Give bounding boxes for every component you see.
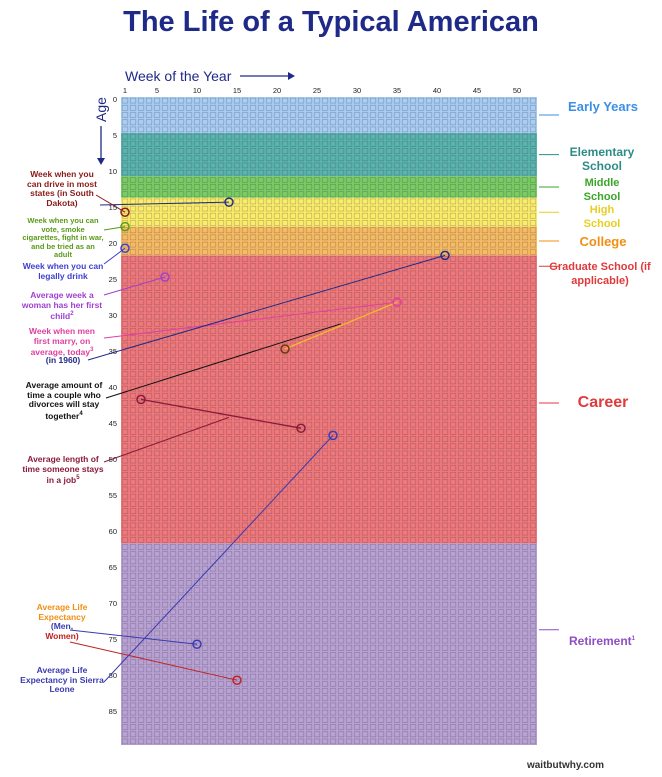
marker-average-length-of-time-someone-stays-in- xyxy=(136,394,146,405)
annotation-divorce-text: Average amount of time a couple who divo… xyxy=(25,380,103,421)
annotation-marry-text: Week when men first marry, on average, t… xyxy=(29,326,95,357)
y-tick-label: 20 xyxy=(109,239,117,248)
phase-label-career: Career xyxy=(577,394,629,411)
annotation-child: Average week a woman has her first child… xyxy=(20,290,104,321)
marker-average-amount-of-time-a-couple-who-divo xyxy=(440,250,450,261)
y-tick-label: 45 xyxy=(109,419,117,428)
y-axis-arrowhead xyxy=(97,158,105,165)
x-tick-label: 50 xyxy=(513,86,521,95)
phase-label-grad: Graduate School (if applicable) xyxy=(549,261,651,287)
retirement-footnote: 1 xyxy=(631,636,636,642)
x-axis-label: Week of the Year xyxy=(125,68,232,84)
marker-average-week-a-woman-has-her-first-child xyxy=(160,272,170,282)
x-tick-label: 30 xyxy=(353,86,361,95)
phase-label-high: High School xyxy=(583,204,621,230)
x-tick-label: 45 xyxy=(473,86,481,95)
drive-leader-2 xyxy=(95,194,126,213)
y-axis-label: Age xyxy=(93,97,109,122)
x-tick-label: 15 xyxy=(233,86,241,95)
page-title: The Life of a Typical American xyxy=(123,6,539,38)
marry-1960-leader xyxy=(87,254,446,361)
y-tick-label: 30 xyxy=(109,311,117,320)
x-tick-label: 10 xyxy=(193,86,201,95)
marker-average-life-expectancy-men xyxy=(192,639,202,649)
marry-leader-line xyxy=(103,301,398,339)
phase-label-middle: Middle School xyxy=(583,177,621,203)
x-tick-label: 20 xyxy=(273,86,281,95)
annotation-divorce: Average amount of time a couple who divo… xyxy=(16,380,112,421)
annotation-marry-note: 3 xyxy=(90,347,94,353)
y-tick-label: 50 xyxy=(109,455,117,464)
annotation-job-note: 5 xyxy=(76,475,80,481)
y-tick-label: 70 xyxy=(109,599,117,608)
marker-in-1960 xyxy=(280,344,290,354)
job-span-line xyxy=(140,398,302,429)
y-tick-label: 85 xyxy=(109,707,117,716)
marker-average-life-expectancy-women xyxy=(232,675,242,685)
y-tick-label: 25 xyxy=(109,275,117,284)
marker-week-when-you-can-vote-smoke-cigarettes- xyxy=(120,221,130,232)
y-tick-label: 80 xyxy=(109,671,117,680)
annotation-job: Average length of time someone stays in … xyxy=(18,454,108,485)
y-tick-label: 0 xyxy=(113,95,117,104)
y-tick-label: 60 xyxy=(109,527,117,536)
divorce-leader-line xyxy=(105,323,342,399)
retirement-text: Retirement xyxy=(568,634,632,648)
y-tick-label: 15 xyxy=(109,203,117,212)
week-boxes xyxy=(121,97,537,745)
marker-average-life-expectancy-in-sierra-leone xyxy=(328,430,338,441)
life-women-leader xyxy=(69,641,238,681)
phase-label-elementary: Elementary School xyxy=(569,145,635,173)
marker-week-when-you-can-drive-in-most-states-i xyxy=(120,207,130,217)
annotation-drink: Week when you can legally drink xyxy=(22,261,104,281)
annotation-life-exp-women: Women) xyxy=(45,630,79,641)
y-tick-label: 5 xyxy=(113,131,117,140)
x-tick-label: 1 xyxy=(123,86,127,95)
y-tick-label: 10 xyxy=(109,167,117,176)
phase-label-early: Early Years xyxy=(568,99,638,114)
y-tick-label: 75 xyxy=(109,635,117,644)
marker-week-when-men-first-marry-on-average-tod xyxy=(392,297,402,307)
annotation-marry: Week when men first marry, on average, t… xyxy=(20,326,104,357)
annotation-marry-1960: (in 1960) xyxy=(45,355,81,365)
child-leader-line xyxy=(103,276,166,296)
marker-average-length-of-time-someone-stays-in- xyxy=(296,423,306,433)
annotation-vote: Week when you can vote, smoke cigarettes… xyxy=(22,216,104,259)
annotation-divorce-note: 4 xyxy=(79,410,83,417)
x-tick-label: 25 xyxy=(313,86,321,95)
marry-1960-link xyxy=(284,301,398,350)
x-tick-label: 35 xyxy=(393,86,401,95)
annotation-child-note: 2 xyxy=(70,311,74,317)
phase-label-retirement: Retirement1 xyxy=(552,632,652,648)
drive-leader-line xyxy=(99,201,230,206)
life-men-leader xyxy=(69,629,198,645)
y-tick-label: 55 xyxy=(109,491,117,500)
annotation-drive: Week when you can drive in most states (… xyxy=(27,169,97,208)
x-tick-label: 5 xyxy=(155,86,159,95)
credit-text: waitbutwhy.com xyxy=(526,760,604,771)
annotation-job-text: Average length of time someone stays in … xyxy=(22,454,104,485)
x-tick-label: 40 xyxy=(433,86,441,95)
marker-week-when-you-can-legally-drink xyxy=(120,243,130,253)
annotation-life-exp-men: (Men, xyxy=(50,621,74,631)
y-tick-label: 65 xyxy=(109,563,117,572)
annotation-life-expectancy: Average Life Expectancy (Men, Women) xyxy=(20,602,104,641)
annotation-child-text: Average week a woman has her first child xyxy=(21,290,103,321)
job-leader-line xyxy=(103,416,230,463)
annotation-sierra-leone: Average Life Expectancy in Sierra Leone xyxy=(20,665,104,694)
phase-label-college: College xyxy=(579,234,627,249)
y-tick-label: 35 xyxy=(109,347,117,356)
y-tick-label: 40 xyxy=(109,383,117,392)
x-axis-arrowhead xyxy=(288,72,295,80)
sierra-leader-line xyxy=(103,435,334,683)
annotation-life-exp-title: Average Life Expectancy xyxy=(36,602,88,622)
drive-marker-dot xyxy=(224,197,234,207)
